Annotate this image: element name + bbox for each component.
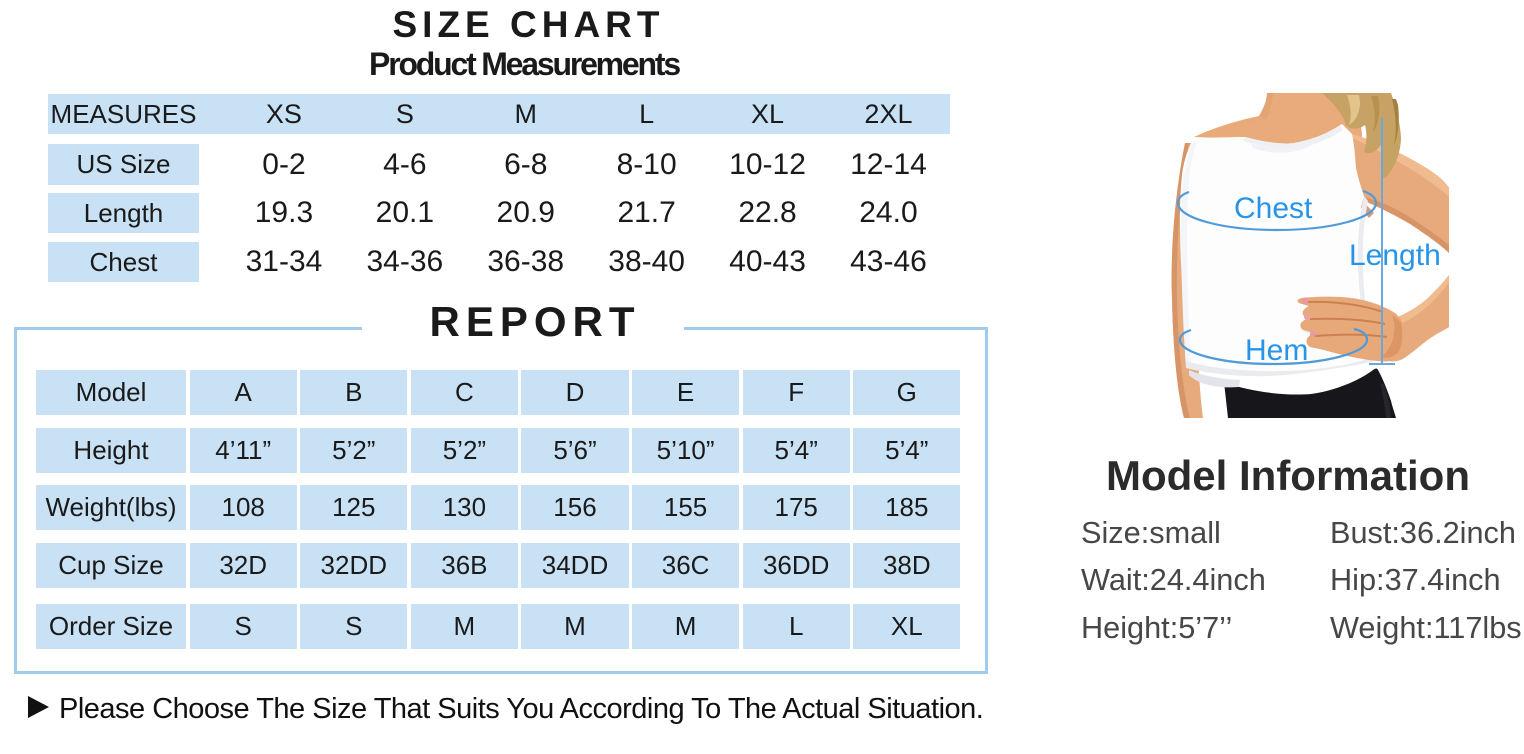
svg-text:Chest: Chest [1234,192,1313,225]
svg-text:Length: Length [1349,239,1441,272]
svg-text:Hem: Hem [1245,334,1308,367]
